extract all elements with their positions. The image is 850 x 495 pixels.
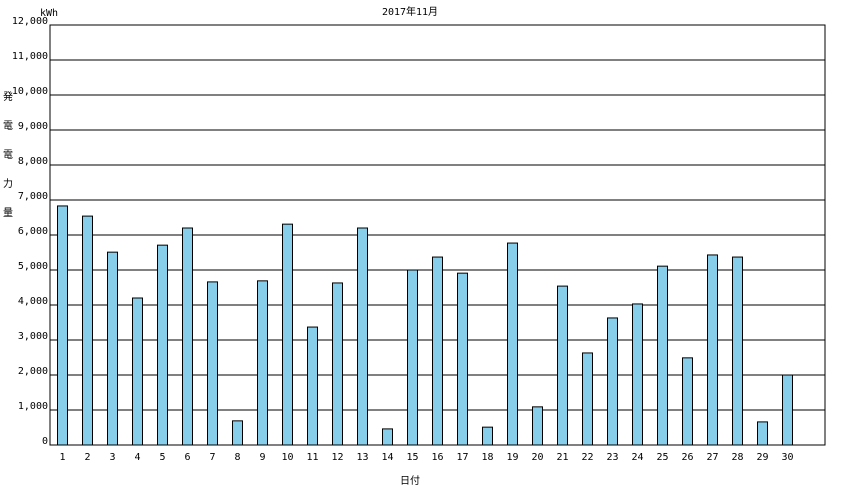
x-tick-label: 15 [406,452,418,463]
bar [582,352,593,446]
x-tick-label: 30 [781,452,793,463]
x-tick-label: 12 [331,452,343,463]
x-tick-label: 22 [581,452,593,463]
bar [707,254,718,446]
x-tick-label: 1 [59,452,65,463]
bar [382,428,393,446]
bar [682,357,693,446]
x-tick-label: 19 [506,452,518,463]
x-tick-label: 25 [656,452,668,463]
x-tick-label: 24 [631,452,643,463]
x-tick-label: 20 [531,452,543,463]
y-tick-label: 8,000 [18,156,48,167]
y-tick-label: 3,000 [18,331,48,342]
bar [282,223,293,446]
bar [407,269,418,446]
x-tick-label: 26 [681,452,693,463]
bar [57,205,68,446]
y-tick-label: 5,000 [18,261,48,272]
bar [632,303,643,446]
y-tick-label: 9,000 [18,121,48,132]
bar [332,282,343,446]
x-tick-label: 2 [84,452,90,463]
y-tick-label: 0 [42,436,48,447]
y-tick-label: 11,000 [12,51,48,62]
bar [482,426,493,446]
y-unit: kWh [40,8,58,19]
y-tick-label: 7,000 [18,191,48,202]
bar [732,256,743,446]
bar [532,406,543,446]
bar [82,215,93,446]
bar [357,227,368,446]
x-tick-label: 21 [556,452,568,463]
x-tick-label: 29 [756,452,768,463]
x-tick-label: 14 [381,452,393,463]
x-tick-label: 4 [134,452,140,463]
x-tick-label: 13 [356,452,368,463]
x-tick-label: 16 [431,452,443,463]
x-tick-label: 17 [456,452,468,463]
x-axis-label: 日付 [400,474,420,487]
bar [657,265,668,446]
bar [132,297,143,446]
y-tick-label: 1,000 [18,401,48,412]
x-tick-label: 27 [706,452,718,463]
y-tick-label: 12,000 [12,16,48,27]
y-tick-label: 2,000 [18,366,48,377]
bar [607,317,618,446]
x-tick-label: 3 [109,452,115,463]
bar [557,285,568,446]
x-tick-label: 5 [159,452,165,463]
bar [157,244,168,446]
bar [307,326,318,446]
y-tick-label: 4,000 [18,296,48,307]
x-tick-label: 7 [209,452,215,463]
bar [457,272,468,446]
y-axis-label: 発電電力量 [3,90,13,219]
bar [757,421,768,446]
x-tick-label: 11 [306,452,318,463]
x-tick-label: 10 [281,452,293,463]
chart-title: 2017年11月 [382,5,438,18]
bar [107,251,118,446]
bar [432,256,443,446]
bar [782,374,793,446]
x-tick-label: 23 [606,452,618,463]
bar [257,280,268,446]
x-tick-label: 6 [184,452,190,463]
y-tick-label: 10,000 [12,86,48,97]
x-tick-label: 9 [259,452,265,463]
bar [182,227,193,446]
y-tick-label: 6,000 [18,226,48,237]
bar [207,281,218,446]
x-tick-label: 18 [481,452,493,463]
bar [507,242,518,446]
x-tick-label: 28 [731,452,743,463]
bar [232,420,243,446]
x-tick-label: 8 [234,452,240,463]
